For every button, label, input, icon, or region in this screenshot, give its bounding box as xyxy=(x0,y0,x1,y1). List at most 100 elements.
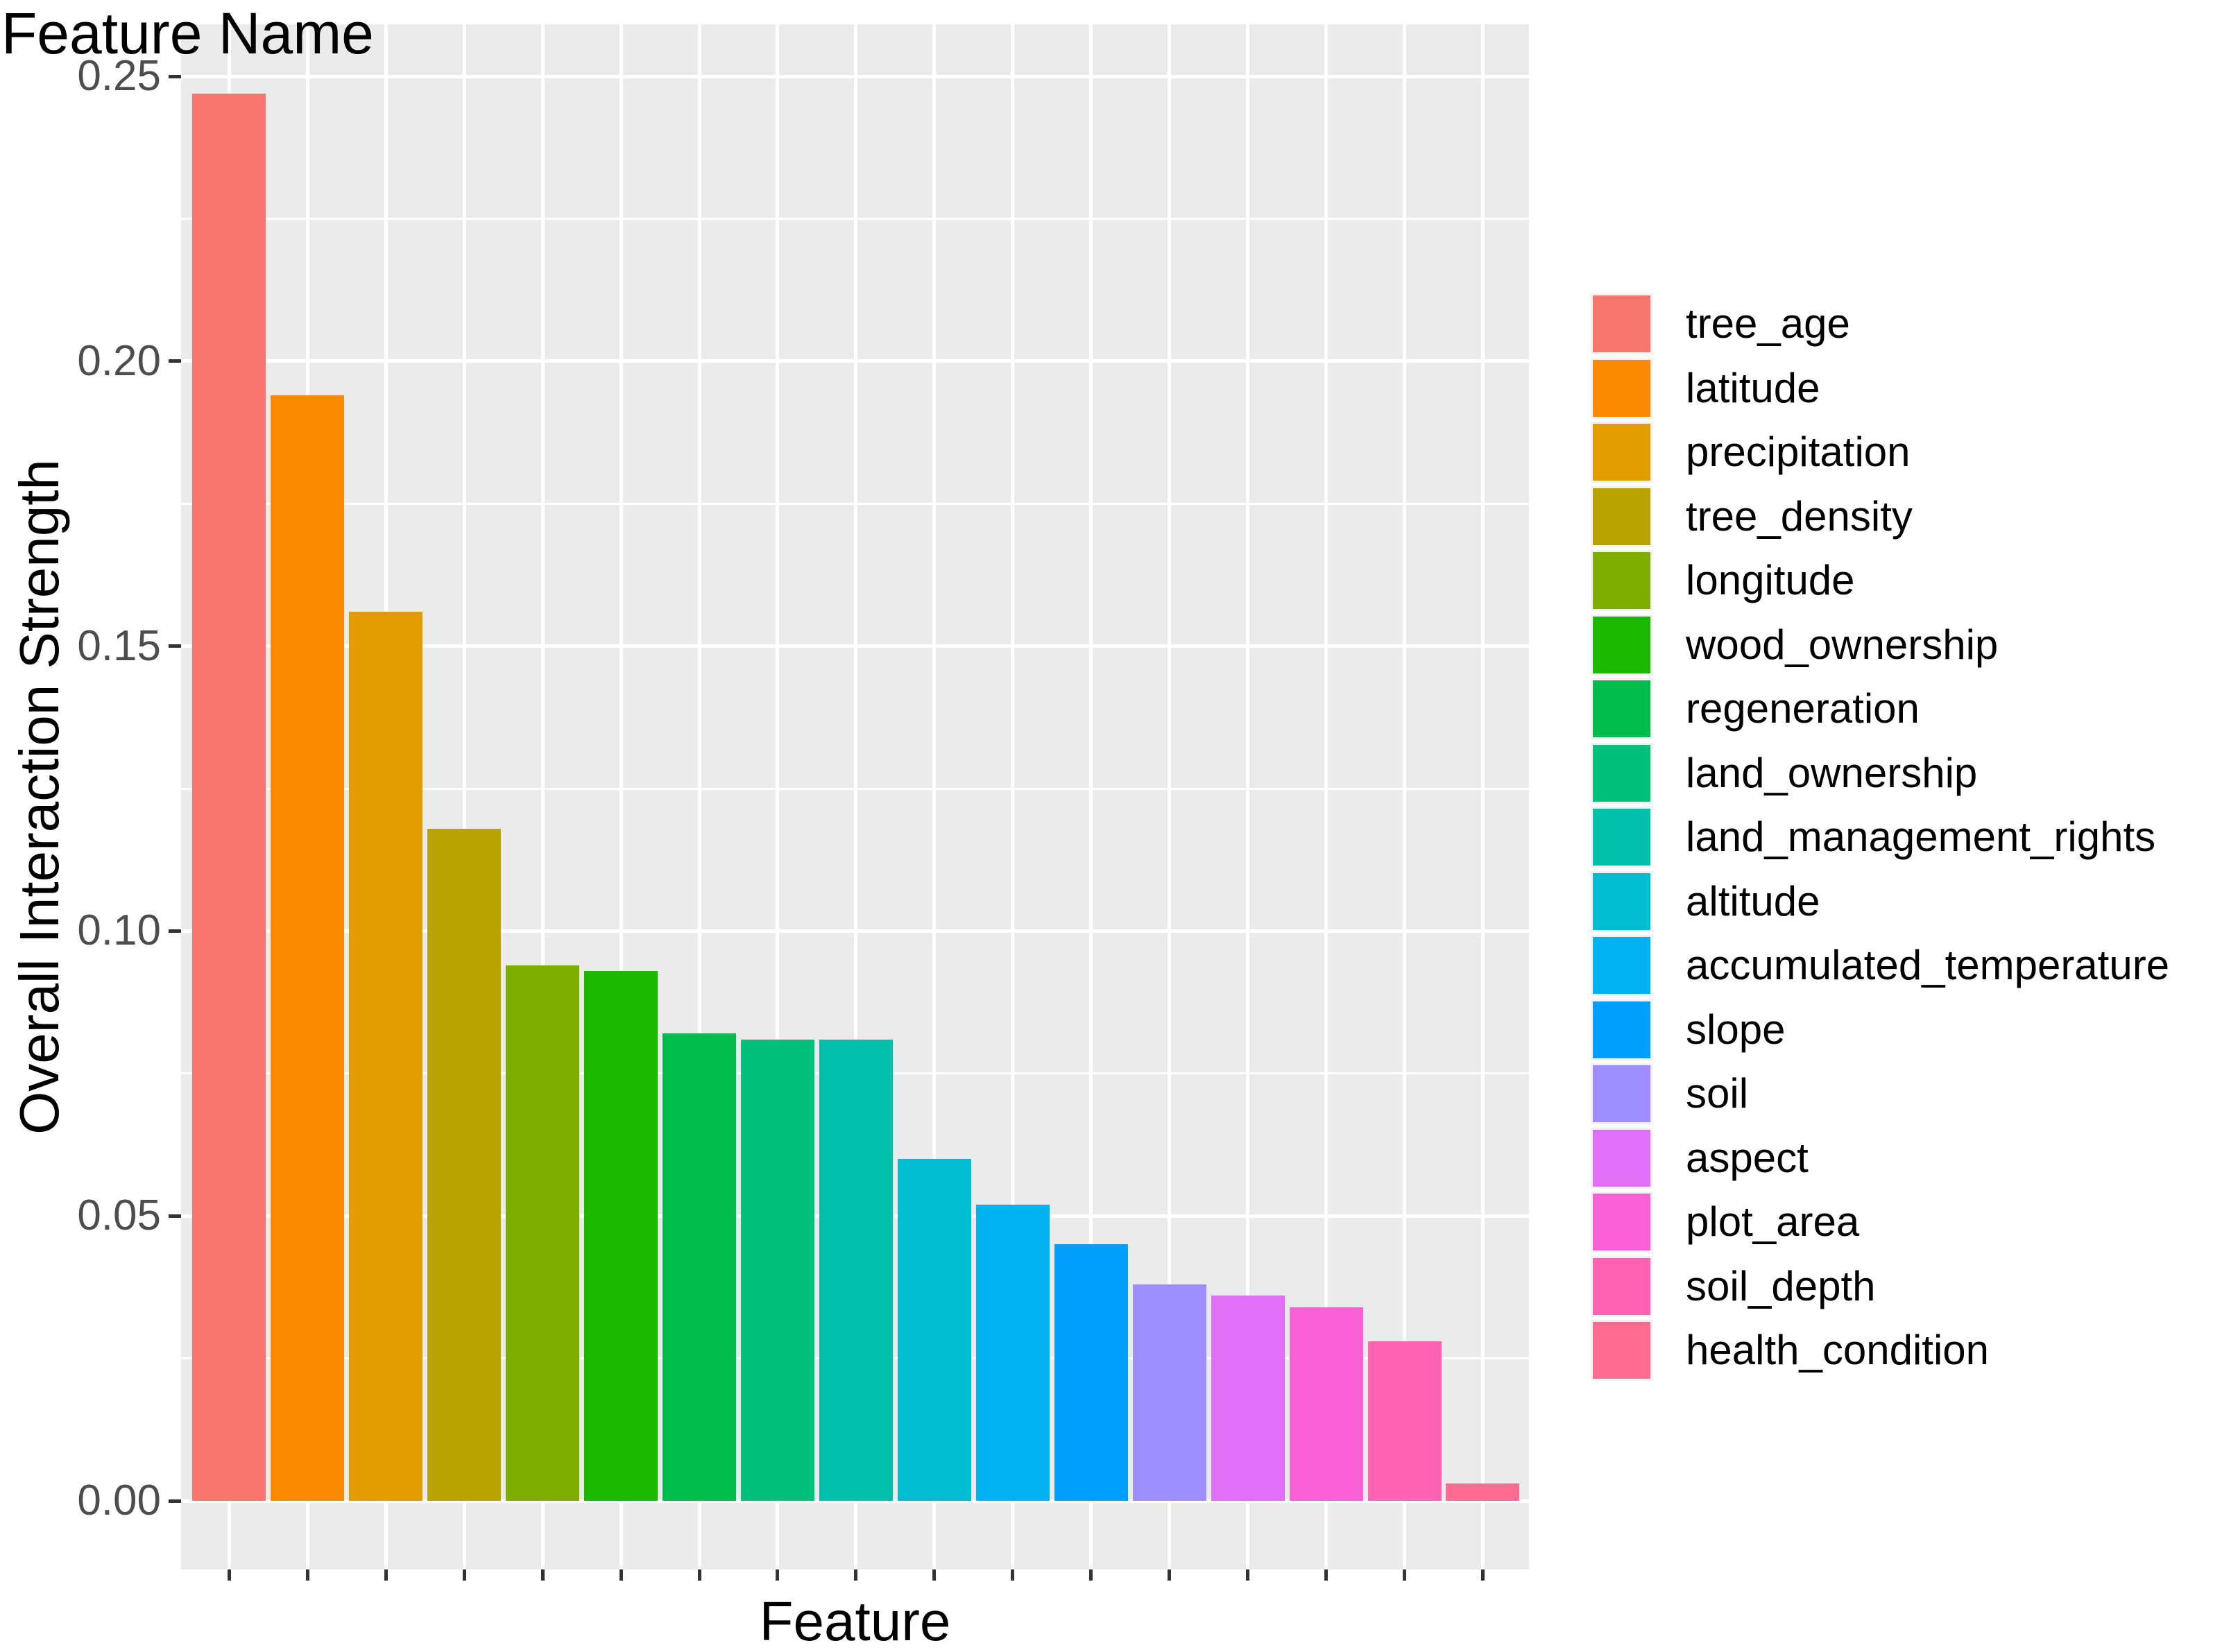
x-tick-mark xyxy=(932,1569,937,1581)
x-tick-mark xyxy=(776,1569,780,1581)
legend-key-tree_age xyxy=(1591,293,1652,354)
x-tick-mark xyxy=(854,1569,858,1581)
plot-panel xyxy=(181,24,1529,1569)
legend-label-tree_density: tree_density xyxy=(1686,492,1913,540)
category-gridline xyxy=(1246,24,1250,1569)
legend-key-precipitation xyxy=(1591,422,1652,483)
legend-key-accumulated_temperature xyxy=(1591,935,1652,996)
legend-label-land_ownership: land_ownership xyxy=(1686,749,1978,796)
legend-title: Feature Name xyxy=(1,1,374,66)
bar-tree_age xyxy=(192,93,266,1501)
bar-altitude xyxy=(897,1159,971,1501)
legend-swatch-tree_age xyxy=(1593,295,1650,352)
x-tick-mark xyxy=(1480,1569,1485,1581)
legend-swatch-wood_ownership xyxy=(1593,616,1650,673)
x-tick-mark xyxy=(1403,1569,1406,1581)
legend-swatch-longitude xyxy=(1593,552,1650,609)
legend-key-latitude xyxy=(1591,357,1652,419)
x-axis-title: Feature xyxy=(759,1590,951,1652)
legend-swatch-land_management_rights xyxy=(1593,809,1650,866)
bar-land_management_rights xyxy=(819,1039,893,1501)
y-tick-label: 0.25 xyxy=(77,52,161,100)
x-tick-mark xyxy=(697,1569,701,1581)
x-tick-mark xyxy=(1089,1569,1093,1581)
legend-key-land_management_rights xyxy=(1591,807,1652,868)
bar-health_condition xyxy=(1446,1483,1520,1501)
legend-swatch-slope xyxy=(1593,1001,1650,1058)
legend-swatch-altitude xyxy=(1593,872,1650,930)
legend-label-soil: soil xyxy=(1686,1070,1749,1117)
bar-accumulated_temperature xyxy=(975,1204,1050,1501)
legend-swatch-precipitation xyxy=(1593,424,1650,481)
category-gridline xyxy=(776,24,780,1569)
legend-label-tree_age: tree_age xyxy=(1686,300,1850,347)
y-tick-label: 0.20 xyxy=(77,336,161,385)
category-gridline xyxy=(1403,24,1406,1569)
legend-label-longitude: longitude xyxy=(1686,557,1855,603)
bar-soil xyxy=(1132,1284,1206,1501)
x-tick-mark xyxy=(1324,1569,1328,1581)
bar-wood_ownership xyxy=(584,970,658,1501)
legend-label-latitude: latitude xyxy=(1686,364,1820,411)
legend-key-slope xyxy=(1591,999,1652,1060)
x-tick-mark xyxy=(305,1569,309,1581)
y-tick-mark xyxy=(169,1214,181,1218)
legend-swatch-aspect xyxy=(1593,1129,1650,1187)
legend-label-aspect: aspect xyxy=(1686,1134,1809,1181)
x-tick-mark xyxy=(619,1569,623,1581)
legend-key-tree_density xyxy=(1591,485,1652,547)
category-gridline xyxy=(462,24,466,1569)
legend-key-aspect xyxy=(1591,1127,1652,1189)
legend-key-longitude xyxy=(1591,550,1652,611)
legend-key-soil_depth xyxy=(1591,1255,1652,1317)
y-tick-mark xyxy=(169,929,181,933)
legend-label-soil_depth: soil_depth xyxy=(1686,1262,1876,1309)
legend-key-soil xyxy=(1591,1063,1652,1124)
legend-label-wood_ownership: wood_ownership xyxy=(1686,621,1999,668)
y-tick-mark xyxy=(169,644,181,648)
bar-tree_density xyxy=(427,828,502,1501)
bar-slope xyxy=(1054,1244,1128,1501)
legend-label-slope: slope xyxy=(1686,1006,1786,1053)
y-tick-mark xyxy=(169,359,181,363)
legend-label-accumulated_temperature: accumulated_temperature xyxy=(1686,942,2170,988)
y-tick-mark xyxy=(169,74,181,78)
category-gridline xyxy=(1011,24,1015,1569)
legend-key-plot_area xyxy=(1591,1191,1652,1253)
category-gridline xyxy=(619,24,623,1569)
category-gridline xyxy=(697,24,701,1569)
category-gridline xyxy=(1089,24,1093,1569)
y-tick-mark xyxy=(169,1499,181,1503)
y-tick-label: 0.00 xyxy=(77,1477,161,1524)
bar-precipitation xyxy=(349,612,423,1501)
bar-latitude xyxy=(271,395,345,1501)
bar-plot_area xyxy=(1289,1307,1363,1501)
legend-key-regeneration xyxy=(1591,678,1652,739)
x-tick-mark xyxy=(1168,1569,1172,1581)
y-axis-title: Overall Interaction Strength xyxy=(8,459,70,1135)
legend-swatch-accumulated_temperature xyxy=(1593,937,1650,994)
legend-swatch-health_condition xyxy=(1593,1322,1650,1379)
category-gridline xyxy=(1168,24,1172,1569)
legend-label-plot_area: plot_area xyxy=(1686,1198,1860,1245)
legend-label-land_management_rights: land_management_rights xyxy=(1686,814,2156,860)
legend-swatch-soil_depth xyxy=(1593,1257,1650,1315)
x-tick-mark xyxy=(540,1569,545,1581)
bar-soil_depth xyxy=(1367,1341,1442,1501)
category-gridline xyxy=(540,24,545,1569)
legend-swatch-land_ownership xyxy=(1593,744,1650,802)
legend-key-altitude xyxy=(1591,870,1652,932)
x-tick-mark xyxy=(227,1569,231,1581)
category-gridline xyxy=(932,24,937,1569)
legend-label-regeneration: regeneration xyxy=(1686,685,1920,732)
legend-swatch-tree_density xyxy=(1593,488,1650,545)
legend-label-precipitation: precipitation xyxy=(1686,429,1911,475)
legend-swatch-soil xyxy=(1593,1065,1650,1122)
x-tick-mark xyxy=(1011,1569,1015,1581)
bar-land_ownership xyxy=(740,1039,814,1501)
legend-key-land_ownership xyxy=(1591,742,1652,804)
bar-longitude xyxy=(506,965,580,1501)
legend-label-altitude: altitude xyxy=(1686,877,1820,924)
bar-aspect xyxy=(1211,1296,1285,1501)
